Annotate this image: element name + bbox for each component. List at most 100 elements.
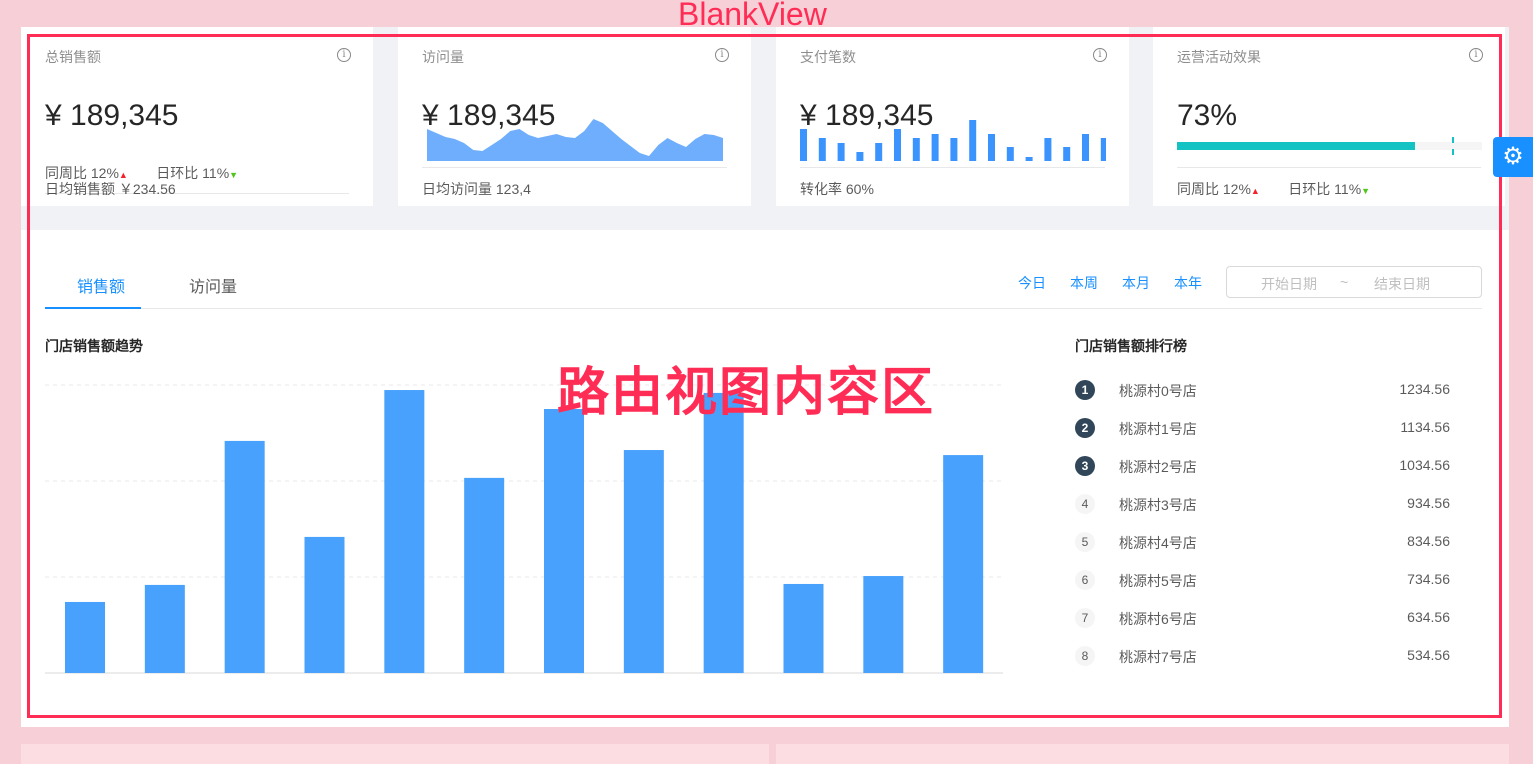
next-row-card xyxy=(21,744,769,764)
caret-down-icon: ▼ xyxy=(1361,186,1371,196)
rank-badge: 1 xyxy=(1075,380,1095,400)
ranking-item: 8 桃源村7号店 534.56 xyxy=(1075,645,1450,667)
card-total-sales: 总销售额 i ¥ 189,345 同周比 12%▲ 日环比 11%▼ 日均销售额… xyxy=(21,27,373,206)
store-name: 桃源村6号店 xyxy=(1119,611,1197,627)
store-sales: 1134.56 xyxy=(1400,419,1450,435)
store-sales: 834.56 xyxy=(1407,533,1450,549)
bar-5 xyxy=(384,390,425,673)
mini-bar xyxy=(800,129,807,161)
bar-6 xyxy=(464,477,505,673)
rank-badge: 3 xyxy=(1075,456,1095,476)
progress-target xyxy=(1451,137,1454,155)
ranking-item: 5 桃源村4号店 834.56 xyxy=(1075,531,1450,553)
divider xyxy=(422,167,727,168)
card-footer: 转化率 60% xyxy=(800,181,874,197)
tab-divider xyxy=(45,308,1482,309)
progress-fill xyxy=(1177,142,1415,150)
sales-trend-chart xyxy=(45,384,1003,674)
mini-bar xyxy=(1006,147,1014,161)
ranking-title: 门店销售额排行榜 xyxy=(1075,338,1187,354)
store-sales: 634.56 xyxy=(1407,609,1450,625)
range-year[interactable]: 本年 xyxy=(1174,275,1202,291)
rank-badge: 4 xyxy=(1075,494,1095,514)
mini-bar xyxy=(950,138,958,161)
bar-10 xyxy=(783,583,824,673)
card-title: 支付笔数 xyxy=(800,49,856,65)
store-name: 桃源村7号店 xyxy=(1119,649,1197,665)
store-name: 桃源村5号店 xyxy=(1119,573,1197,589)
rank-badge: 2 xyxy=(1075,418,1095,438)
ranking-item: 1 桃源村0号店 1234.56 xyxy=(1075,379,1450,401)
bar-3 xyxy=(224,440,265,673)
mini-bar xyxy=(1100,138,1106,161)
ranking-item: 7 桃源村6号店 634.56 xyxy=(1075,607,1450,629)
card-footer: 日均访问量 123,4 xyxy=(422,181,531,197)
store-sales: 734.56 xyxy=(1407,571,1450,587)
sales-panel: 销售额 访问量 今日 本周 本月 本年 开始日期 ~ 结束日期 门店销售额趋势 … xyxy=(21,230,1509,727)
start-date-input[interactable]: 开始日期 xyxy=(1261,276,1317,292)
store-sales: 934.56 xyxy=(1407,495,1450,511)
rank-badge: 7 xyxy=(1075,608,1095,628)
chart-title: 门店销售额趋势 xyxy=(45,338,143,354)
card-campaign: 运营活动效果 i 73% 同周比 12%▲ 日环比 11%▼ xyxy=(1153,27,1505,206)
divider xyxy=(1177,167,1481,168)
date-range-picker[interactable]: 开始日期 ~ 结束日期 xyxy=(1226,266,1482,298)
store-name: 桃源村0号店 xyxy=(1119,383,1197,399)
trend-row: 同周比 12%▲ 日环比 11%▼ xyxy=(1177,179,1394,199)
card-value: ¥ 189,345 xyxy=(45,99,179,132)
store-sales: 534.56 xyxy=(1407,647,1450,663)
store-name: 桃源村1号店 xyxy=(1119,421,1197,437)
tab-sales[interactable]: 销售额 xyxy=(77,279,126,296)
ranking-item: 3 桃源村2号店 1034.56 xyxy=(1075,455,1450,477)
info-icon[interactable]: i xyxy=(337,48,351,62)
date-separator: ~ xyxy=(1340,274,1349,290)
card-value: ¥ 189,345 xyxy=(422,99,556,132)
bar-12 xyxy=(943,455,984,673)
mini-bar xyxy=(818,138,826,161)
ranking-item: 4 桃源村3号店 934.56 xyxy=(1075,493,1450,515)
divider xyxy=(45,193,349,194)
mini-bar xyxy=(988,134,995,161)
caret-up-icon: ▲ xyxy=(1250,186,1260,196)
ranking-item: 2 桃源村1号店 1134.56 xyxy=(1075,417,1450,439)
divider xyxy=(800,167,1105,168)
store-sales: 1034.56 xyxy=(1399,457,1450,473)
range-week[interactable]: 本周 xyxy=(1070,275,1098,291)
trend-day: 日环比 11%▼ xyxy=(1288,181,1371,197)
info-icon[interactable]: i xyxy=(1093,48,1107,62)
store-name: 桃源村2号店 xyxy=(1119,459,1197,475)
ranking-item: 6 桃源村5号店 734.56 xyxy=(1075,569,1450,591)
range-month[interactable]: 本月 xyxy=(1122,275,1150,291)
end-date-input[interactable]: 结束日期 xyxy=(1374,276,1430,292)
card-value: 73% xyxy=(1177,99,1238,132)
bar-4 xyxy=(304,536,345,673)
blank-view-label: BlankView xyxy=(678,0,827,32)
bar-11 xyxy=(863,576,904,673)
mini-bar xyxy=(1044,138,1052,161)
route-view-label: 路由视图内容区 xyxy=(557,363,936,423)
card-footer: 日均销售额 ￥234.56 xyxy=(45,181,176,197)
mini-bar xyxy=(1025,157,1033,161)
mini-bar xyxy=(1063,147,1071,161)
mini-bar xyxy=(969,120,977,161)
info-icon[interactable]: i xyxy=(715,48,729,62)
info-icon[interactable]: i xyxy=(1469,48,1483,62)
card-value: ¥ 189,345 xyxy=(800,99,934,132)
progress-bar xyxy=(1177,137,1482,155)
mini-bar xyxy=(931,134,939,161)
tab-visits[interactable]: 访问量 xyxy=(189,279,238,296)
bar-1 xyxy=(65,601,105,673)
mini-bar xyxy=(894,129,901,161)
settings-button[interactable]: ⚙ xyxy=(1493,137,1533,177)
mini-bar xyxy=(1082,134,1089,161)
mini-bar xyxy=(875,143,883,161)
store-name: 桃源村3号店 xyxy=(1119,497,1197,513)
store-name: 桃源村4号店 xyxy=(1119,535,1197,551)
trend-row: 同周比 12%▲ 日环比 11%▼ xyxy=(45,163,349,183)
bar-2 xyxy=(144,584,185,673)
card-visits: 访问量 i ¥ 189,345 日均访问量 123,4 xyxy=(398,27,751,206)
rank-badge: 6 xyxy=(1075,570,1095,590)
caret-up-icon: ▲ xyxy=(118,170,128,180)
card-title: 总销售额 xyxy=(45,49,101,65)
range-today[interactable]: 今日 xyxy=(1018,275,1046,291)
